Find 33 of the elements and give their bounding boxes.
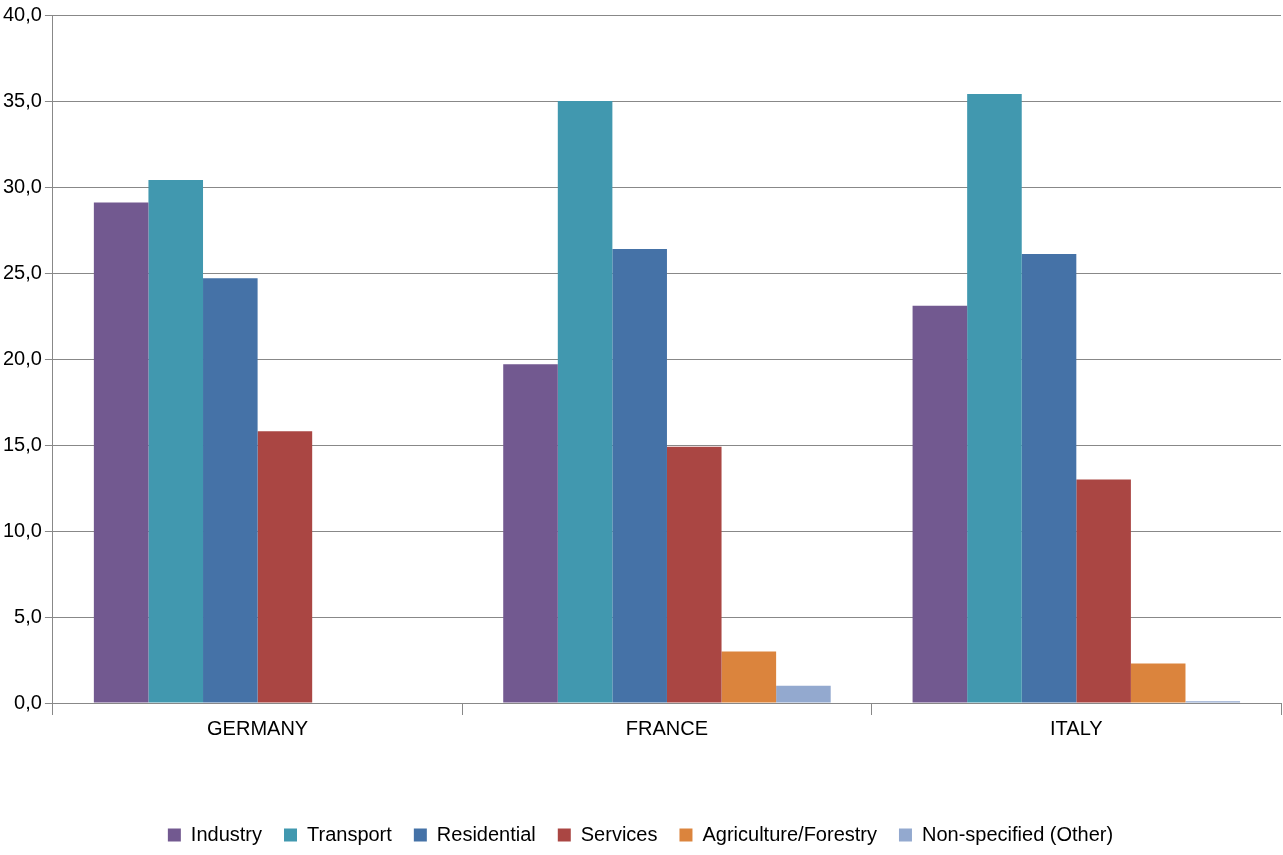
bar: [666, 446, 722, 703]
bar: [776, 685, 831, 703]
bar: [557, 101, 613, 703]
bar: [93, 202, 149, 703]
x-tick-label: FRANCE: [625, 716, 709, 739]
legend-label: Transport: [307, 822, 393, 845]
x-tick-label: ITALY: [1050, 716, 1103, 739]
bar: [257, 431, 313, 703]
y-tick-label: 20,0: [2, 346, 42, 369]
bar: [1021, 254, 1077, 703]
bar: [612, 248, 667, 703]
legend-label: Industry: [190, 822, 263, 845]
y-tick-label: 30,0: [2, 174, 42, 197]
y-tick-label: 35,0: [2, 88, 42, 111]
y-tick-label: 40,0: [2, 2, 42, 25]
legend-label: Non-specified (Other): [921, 822, 1114, 845]
bar: [967, 94, 1022, 703]
y-tick-label: 25,0: [2, 260, 42, 283]
y-tick-label: 15,0: [2, 432, 42, 455]
x-tick-label: GERMANY: [207, 716, 309, 739]
bar: [721, 651, 777, 703]
bar: [203, 278, 258, 703]
legend-label: Services: [580, 822, 658, 845]
y-tick-label: 5,0: [14, 604, 42, 627]
bar: [503, 364, 558, 703]
bar: [148, 180, 204, 703]
legend-label: Residential: [436, 822, 536, 845]
y-tick-label: 10,0: [2, 518, 42, 541]
legend-label: Agriculture/Forestry: [702, 822, 877, 845]
y-tick-label: 0,0: [14, 690, 42, 713]
bar: [1076, 479, 1131, 703]
bar: [1130, 663, 1186, 703]
bar: [912, 305, 968, 703]
